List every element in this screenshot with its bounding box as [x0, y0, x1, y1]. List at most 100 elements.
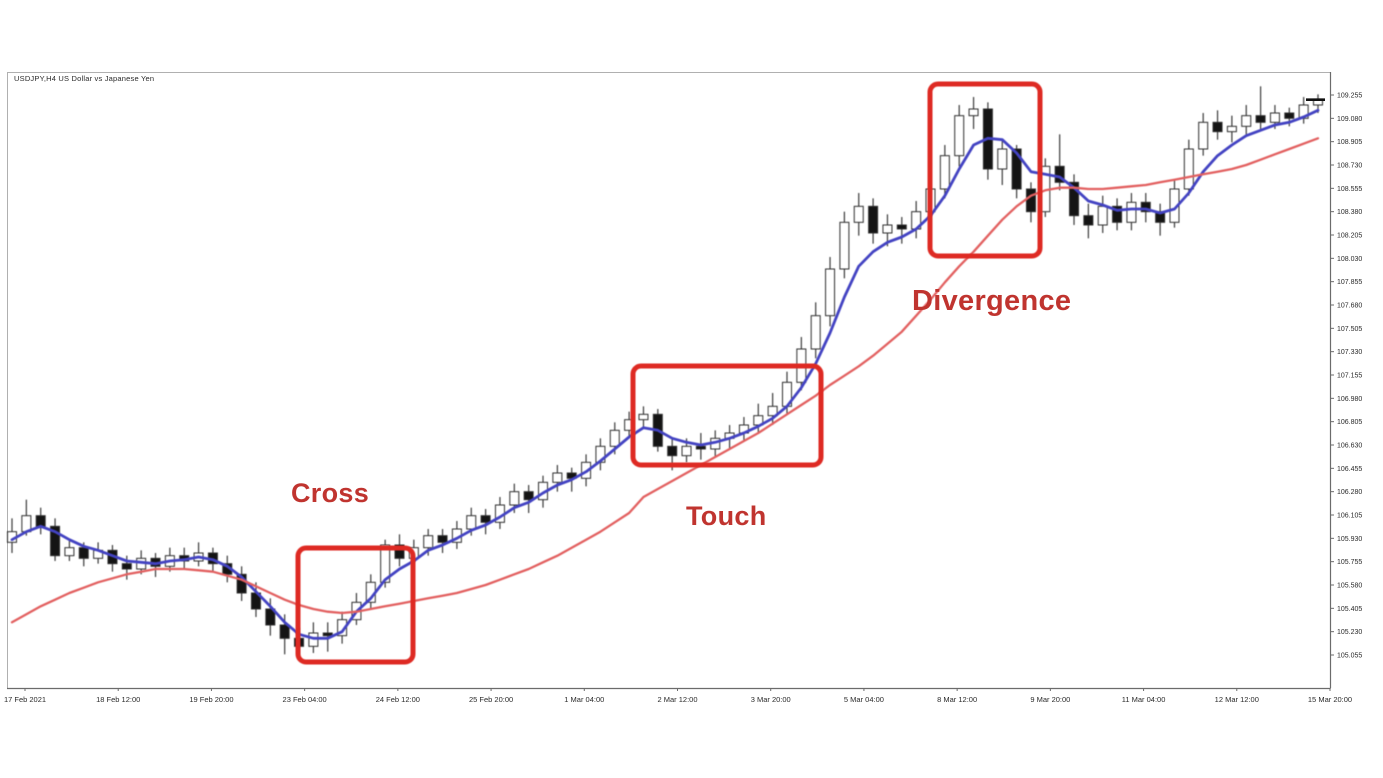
- y-axis-label: 108.030: [1337, 256, 1362, 263]
- x-axis-label: 23 Feb 04:00: [283, 695, 327, 704]
- annotation-label-touch: Touch: [686, 501, 767, 531]
- candle-bullish: [609, 429, 620, 447]
- candle-bullish: [954, 115, 965, 157]
- y-axis-label: 105.930: [1337, 536, 1362, 543]
- y-axis-label: 107.855: [1337, 279, 1362, 286]
- candle-bullish: [509, 491, 520, 506]
- y-axis-label: 105.580: [1337, 583, 1362, 590]
- candle-bullish: [64, 547, 75, 557]
- candle-bearish: [1212, 121, 1223, 133]
- chart-panel-border: [7, 72, 1331, 689]
- candle-bullish: [681, 445, 692, 457]
- x-axis-label: 12 Mar 12:00: [1215, 695, 1259, 704]
- candle-bullish: [552, 472, 563, 483]
- candle-bearish: [667, 445, 678, 457]
- candle-bullish: [810, 315, 821, 350]
- y-axis-label: 106.805: [1337, 419, 1362, 426]
- candle-bearish: [896, 224, 907, 230]
- candle-bearish: [1255, 115, 1266, 123]
- candle-bullish: [968, 108, 979, 117]
- candle-bullish: [1241, 115, 1252, 127]
- candle-bearish: [1011, 148, 1022, 190]
- candle-bullish: [997, 148, 1008, 170]
- y-axis-label: 109.080: [1337, 116, 1362, 123]
- annotation-box-touch: [630, 363, 824, 468]
- y-axis-label: 108.730: [1337, 163, 1362, 170]
- annotation-box-divergence: [927, 81, 1043, 259]
- x-axis-label: 24 Feb 12:00: [376, 695, 420, 704]
- y-axis-label: 105.755: [1337, 559, 1362, 566]
- y-axis-label: 106.980: [1337, 396, 1362, 403]
- candle-bullish: [853, 205, 864, 223]
- candle-bearish: [322, 632, 333, 637]
- candle-bullish: [380, 544, 391, 583]
- candle-bearish: [1284, 112, 1295, 119]
- annotation-label-cross: Cross: [291, 478, 370, 508]
- y-axis-label: 107.680: [1337, 303, 1362, 310]
- annotation-label-divergence: Divergence: [912, 285, 1072, 317]
- x-axis-label: 5 Mar 04:00: [844, 695, 884, 704]
- candle-bearish: [50, 525, 61, 557]
- candle-bullish: [839, 221, 850, 270]
- candle-bullish: [423, 535, 434, 549]
- candle-bullish: [1226, 125, 1237, 133]
- annotation-box-cross: [295, 545, 416, 665]
- candle-bearish: [868, 205, 879, 234]
- y-axis-label: 107.155: [1337, 373, 1362, 380]
- candle-bearish: [121, 563, 132, 570]
- candle-bearish: [78, 547, 89, 559]
- candle-bearish: [1025, 188, 1036, 213]
- candle-bearish: [480, 515, 491, 523]
- candle-bullish: [466, 515, 477, 530]
- x-axis-label: 8 Mar 12:00: [937, 695, 977, 704]
- candle-bearish: [437, 535, 448, 543]
- candle-bullish: [825, 268, 836, 317]
- candle-bullish: [638, 413, 649, 421]
- x-axis-label: 19 Feb 20:00: [189, 695, 233, 704]
- y-axis-label: 106.280: [1337, 489, 1362, 496]
- y-axis-label: 107.505: [1337, 326, 1362, 333]
- candle-bullish: [1126, 201, 1137, 223]
- candle-bearish: [236, 573, 247, 594]
- candle-bullish: [939, 155, 950, 190]
- candle-bearish: [1112, 205, 1123, 223]
- y-axis-label: 107.330: [1337, 349, 1362, 356]
- y-axis-label: 109.255: [1337, 93, 1362, 100]
- x-axis-label: 1 Mar 04:00: [564, 695, 604, 704]
- y-axis-label: 105.055: [1337, 653, 1362, 660]
- y-axis-label: 108.905: [1337, 139, 1362, 146]
- x-axis-label: 18 Feb 12:00: [96, 695, 140, 704]
- x-axis-label: 15 Mar 20:00: [1308, 695, 1352, 704]
- fast-ma-blue-line: [10, 108, 1320, 640]
- slow-ma-red-line: [10, 137, 1320, 624]
- x-axis-label: 11 Mar 04:00: [1122, 695, 1166, 704]
- candle-bearish: [1083, 215, 1094, 226]
- candle-bearish: [279, 624, 290, 639]
- candle-bearish: [523, 491, 534, 501]
- x-axis-label: 2 Mar 12:00: [657, 695, 697, 704]
- candle-bearish: [394, 544, 405, 559]
- candle-bullish: [767, 405, 778, 417]
- candle-bearish: [1069, 181, 1080, 217]
- candle-bullish: [882, 224, 893, 234]
- y-axis-label: 105.405: [1337, 606, 1362, 613]
- y-axis-label: 106.105: [1337, 513, 1362, 520]
- candle-bearish: [35, 515, 46, 527]
- y-axis-label: 108.205: [1337, 233, 1362, 240]
- y-axis-label: 105.230: [1337, 629, 1362, 636]
- y-axis-label: 106.455: [1337, 466, 1362, 473]
- candle-bullish: [1269, 112, 1280, 123]
- candle-bearish: [695, 445, 706, 450]
- candle-bearish: [265, 608, 276, 626]
- candle-bearish: [1054, 165, 1065, 183]
- candle-bullish: [1097, 205, 1108, 226]
- y-axis-label: 106.630: [1337, 443, 1362, 450]
- plot-group: [7, 86, 1323, 656]
- x-axis-label: 3 Mar 20:00: [751, 695, 791, 704]
- candle-bullish: [1183, 148, 1194, 190]
- y-axis-label: 108.380: [1337, 209, 1362, 216]
- candle-bearish: [1140, 201, 1151, 213]
- y-axis-label: 108.555: [1337, 186, 1362, 193]
